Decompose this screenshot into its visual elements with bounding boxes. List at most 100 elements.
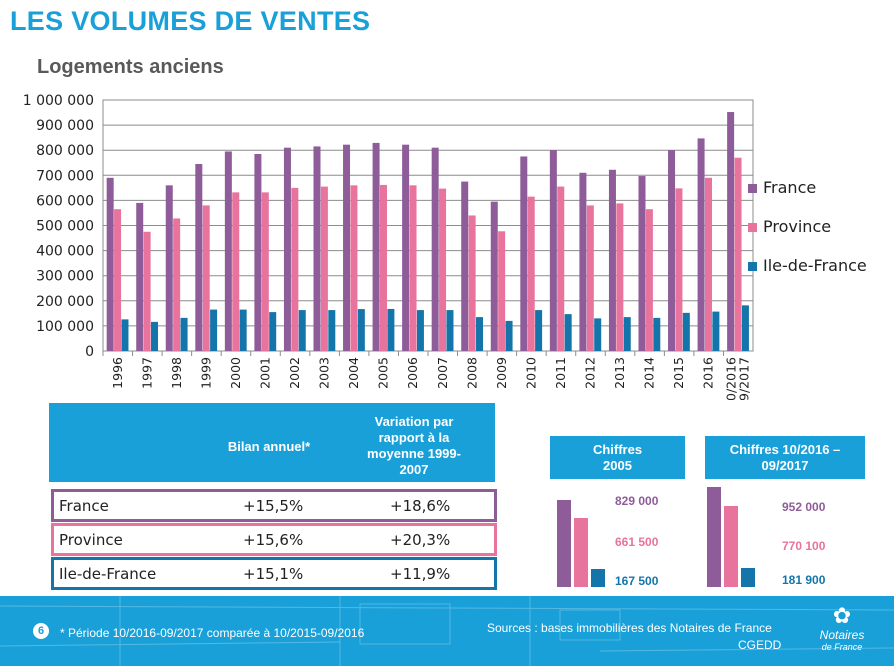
y-tick-label: 400 000: [36, 244, 94, 260]
bar-province-8: [350, 185, 358, 351]
bar-ile-de-france-15: [564, 314, 572, 351]
bar-province-5: [261, 192, 269, 351]
legend-swatch: [748, 262, 757, 271]
bar-ile-de-france-20: [712, 311, 720, 351]
value-2005-idf: 167 500: [615, 574, 659, 588]
bar-province-10: [409, 185, 417, 351]
y-tick-label: 300 000: [36, 269, 94, 285]
row-variation: +11,9%: [390, 565, 451, 583]
bar-ile-de-france-0: [121, 319, 129, 351]
row-bilan: +15,1%: [243, 565, 304, 583]
value-2017-province: 770 100: [782, 539, 826, 553]
logo-icon: ✿: [832, 603, 852, 628]
notaires-logo: ✿ Notaires de France: [812, 604, 872, 660]
x-tick-label: 2015: [671, 357, 686, 389]
bar-france-21: [727, 112, 735, 351]
bar-ile-de-france-7: [328, 310, 336, 351]
bar-france-1: [136, 202, 144, 351]
row-bilan: +15,6%: [243, 531, 304, 549]
x-tick-label: 2016: [701, 357, 716, 389]
bar-ile-de-france-10: [416, 310, 424, 351]
y-tick-label: 700 000: [36, 168, 94, 184]
x-tick-label: 2010: [523, 357, 538, 389]
table-row-ile-de-france: Ile-de-France +15,1% +11,9%: [51, 557, 497, 590]
bar-province-9: [379, 184, 387, 351]
row-variation: +20,3%: [390, 531, 451, 549]
bar-france-10: [402, 144, 410, 351]
x-tick-label: 1999: [198, 357, 213, 389]
bar-france-2: [165, 185, 173, 351]
bar-province-3: [202, 205, 210, 351]
bar-province-4: [232, 192, 240, 351]
legend-label: France: [763, 178, 817, 197]
legend-item-france: France: [748, 178, 816, 197]
x-tick-label: 2014: [642, 357, 657, 389]
bar-ile-de-france-19: [682, 312, 690, 351]
bar-france-4: [224, 151, 232, 351]
bar-ile-de-france-4: [239, 309, 247, 351]
bar-france-0: [106, 177, 114, 351]
blueprint-pattern: [0, 596, 894, 666]
legend-item-province: Province: [748, 217, 831, 236]
y-tick-label: 500 000: [36, 219, 94, 235]
bar-province-21: [734, 157, 742, 351]
bar-ile-de-france-14: [535, 310, 543, 351]
bar-france-5: [254, 153, 262, 351]
y-tick-label: 800 000: [36, 143, 94, 159]
bar-ile-de-france-9: [387, 308, 395, 351]
x-tick-label: 2012: [583, 357, 598, 389]
bar-province-20: [704, 177, 712, 351]
bar-ile-de-france-3: [210, 309, 218, 351]
sources-cgedd: CGEDD: [738, 638, 782, 652]
row-label: Province: [59, 531, 123, 549]
value-2017-france: 952 000: [782, 500, 826, 514]
bar-province-14: [527, 196, 535, 351]
bar-france-15: [549, 150, 557, 351]
x-tick-label: 2007: [435, 357, 450, 389]
legend-swatch: [748, 184, 757, 193]
mini2017-bar-2: [741, 567, 755, 587]
row-label: France: [59, 497, 109, 515]
bar-france-16: [579, 172, 587, 351]
bar-ile-de-france-21: [741, 305, 749, 351]
row-label: Ile-de-France: [59, 565, 157, 583]
legend-item-ile-de-france: Ile-de-France: [748, 256, 867, 275]
bar-france-8: [343, 144, 351, 351]
mini2005-bar-1: [574, 517, 588, 587]
box-2005-header: Chiffres 2005: [550, 436, 685, 479]
table-header: Bilan annuel* Variation par rapport à la…: [49, 403, 495, 482]
mini2005-bar-2: [591, 569, 605, 587]
x-tick-label: 2013: [612, 357, 627, 389]
bar-ile-de-france-16: [594, 318, 602, 351]
bar-province-11: [439, 188, 447, 351]
x-tick-label: 2005: [376, 357, 391, 389]
chart-subtitle: Logements anciens: [37, 56, 224, 78]
bar-province-13: [498, 231, 506, 351]
bar-province-2: [173, 218, 181, 351]
column-header-bilan: Bilan annuel*: [227, 439, 311, 454]
bar-province-15: [557, 186, 565, 351]
column-header-variation: Variation par rapport à la moyenne 1999-…: [367, 414, 461, 477]
x-tick-label: 2002: [287, 357, 302, 389]
bar-province-0: [114, 209, 122, 351]
value-2005-france: 829 000: [615, 494, 659, 508]
y-tick-label: 200 000: [36, 294, 94, 310]
bar-province-16: [586, 205, 594, 351]
x-tick-label: 09/2017: [737, 357, 752, 400]
table-row-province: Province +15,6% +20,3%: [51, 523, 497, 556]
footnote: * Période 10/2016-09/2017 comparée à 10/…: [60, 626, 365, 640]
bar-province-18: [645, 209, 653, 351]
page-title: LES VOLUMES DE VENTES: [10, 6, 371, 36]
bar-france-12: [461, 181, 469, 351]
x-tick-label: 2001: [258, 357, 273, 389]
bar-france-11: [431, 147, 439, 351]
row-bilan: +15,5%: [243, 497, 304, 515]
bar-france-19: [668, 150, 676, 351]
y-tick-label: 1 000 000: [23, 93, 94, 109]
row-variation: +18,6%: [390, 497, 451, 515]
bar-france-7: [313, 146, 321, 351]
bar-province-17: [616, 203, 624, 351]
bar-ile-de-france-5: [269, 312, 277, 351]
x-tick-label: 2000: [228, 357, 243, 389]
table-row-france: France +15,5% +18,6%: [51, 489, 497, 522]
